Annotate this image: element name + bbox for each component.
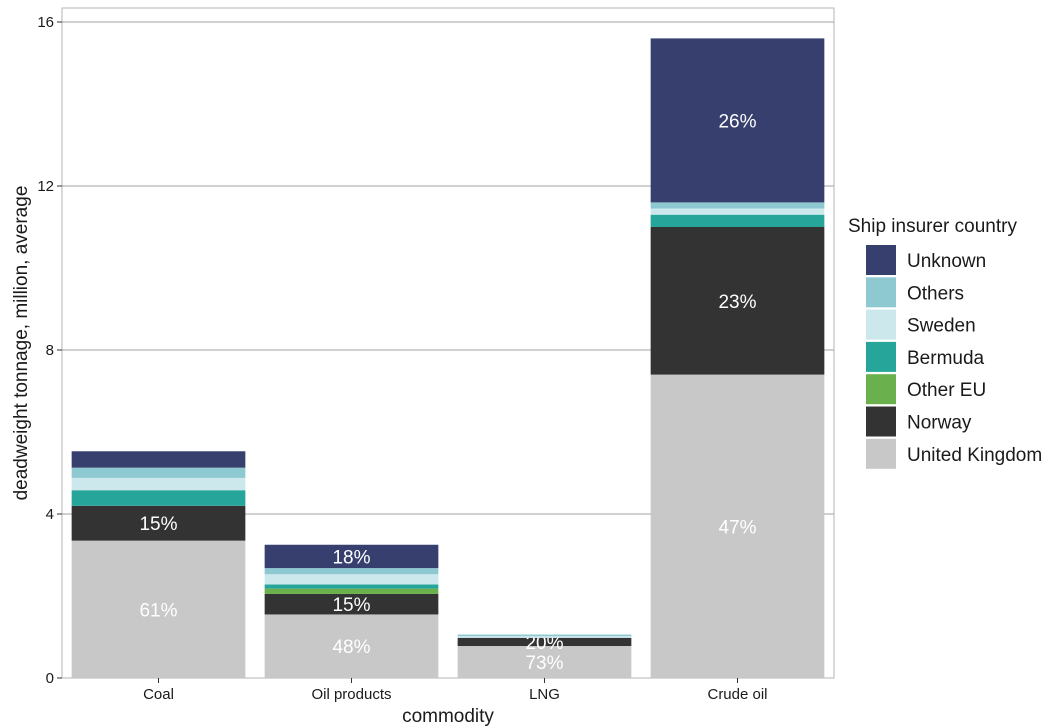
bar-segment (71, 451, 246, 468)
legend-swatch (866, 309, 896, 340)
bar-segment (457, 634, 632, 637)
bar-segment (650, 202, 825, 209)
legend-swatch (866, 341, 896, 372)
data-label: 15% (332, 595, 370, 616)
y-tick-label: 4 (46, 506, 54, 523)
legend-label: United Kingdom (907, 445, 1042, 466)
y-tick-label: 8 (46, 342, 54, 359)
bar-segment (264, 614, 439, 678)
bar-segment (457, 646, 632, 678)
legend-label: Other EU (907, 380, 986, 401)
data-label: 18% (332, 547, 370, 568)
data-label: 61% (139, 600, 177, 621)
legend-swatch (866, 406, 896, 437)
x-axis-ticks: Coal Oil products LNG Crude oil (143, 678, 768, 703)
x-tick-label: Crude oil (707, 686, 767, 703)
legend-swatch (866, 245, 896, 275)
data-label: 26% (718, 111, 756, 132)
bar-segment (457, 636, 632, 638)
data-label: 23% (718, 292, 756, 313)
bar-segment (71, 490, 246, 506)
bar-segment (457, 637, 632, 647)
bar-segment (71, 505, 246, 541)
data-label: 47% (718, 517, 756, 538)
legend-title: Ship insurer country (848, 216, 1017, 237)
bar-segment (650, 38, 825, 203)
bar-segment (264, 574, 439, 585)
x-axis-label: commodity (402, 706, 494, 726)
bar-segment (264, 584, 439, 589)
bar-segment (71, 477, 246, 491)
y-tick-label: 0 (46, 670, 54, 687)
bar-segment (71, 467, 246, 478)
data-label: 20% (525, 633, 563, 654)
y-tick-label: 16 (37, 14, 54, 31)
bars: 61% 15% 48% 15% 18% 73%20% 47% 23% 26% (71, 38, 825, 678)
y-axis-label: deadweight tonnage, million, average (11, 186, 32, 501)
legend-swatch (866, 277, 896, 308)
legend-label: Others (907, 283, 964, 304)
bar-segment (264, 593, 439, 615)
x-tick-label: LNG (529, 686, 560, 703)
legend-swatch (866, 438, 896, 469)
legend-label: Unknown (907, 251, 986, 272)
y-tick-label: 12 (37, 178, 54, 195)
bar-segment (264, 544, 439, 569)
bar-segment (264, 568, 439, 575)
data-label: 15% (139, 514, 177, 535)
legend-label: Sweden (907, 316, 976, 337)
data-label: 73% (525, 653, 563, 674)
legend-label: Bermuda (907, 348, 985, 369)
bar-segment (71, 540, 246, 678)
x-tick-label: Oil products (311, 686, 391, 703)
bar-segment (650, 214, 825, 227)
legend: Ship insurer country Unknown Others Sweden… (848, 216, 1042, 469)
data-label: 48% (332, 637, 370, 658)
y-axis-ticks: 0 4 8 12 16 (37, 14, 62, 687)
legend-swatch (866, 374, 896, 405)
bar-segment (650, 374, 825, 678)
x-tick-label: Coal (143, 686, 174, 703)
bar-segment (650, 208, 825, 215)
legend-label: Norway (907, 413, 972, 434)
bar-segment (264, 588, 439, 594)
bar-segment (650, 227, 825, 375)
